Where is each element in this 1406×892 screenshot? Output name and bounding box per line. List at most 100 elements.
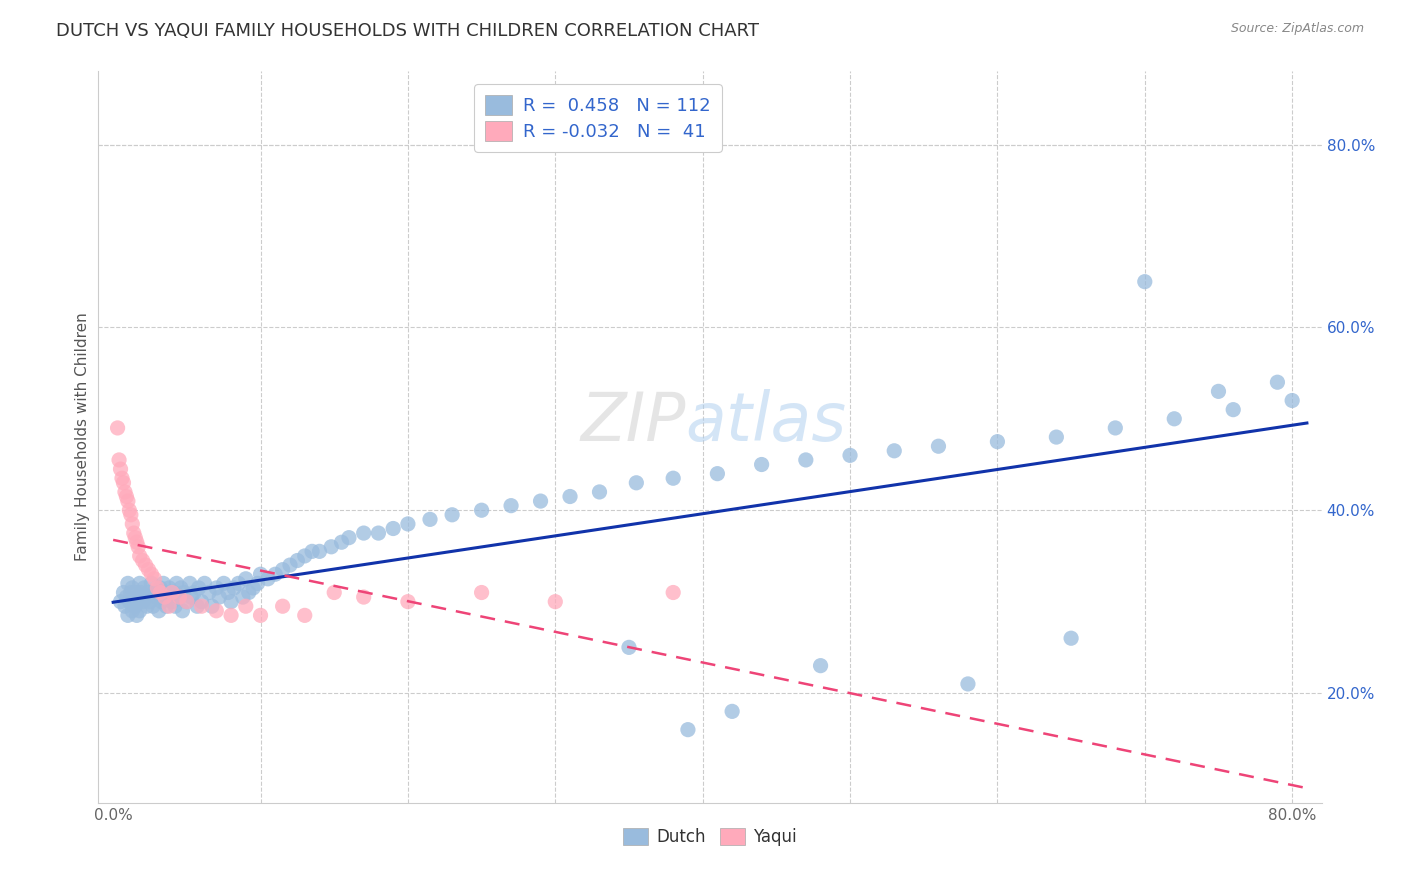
Point [278,558,301,573]
Point [165,599,187,614]
Point [246,576,269,591]
Point [1163,412,1185,426]
Point [110,462,132,476]
Point [271,599,294,614]
Point [794,453,817,467]
Point [138,563,160,577]
Point [751,458,773,472]
Point [141,576,163,591]
Point [127,590,149,604]
Point [308,544,330,558]
Point [108,453,131,467]
Point [217,585,239,599]
Point [187,581,209,595]
Point [186,599,208,614]
Point [135,558,157,573]
Point [146,590,169,604]
Point [419,512,441,526]
Point [115,590,138,604]
Y-axis label: Family Households with Children: Family Households with Children [75,313,90,561]
Point [148,604,170,618]
Point [120,585,142,599]
Point [956,677,979,691]
Point [190,599,212,614]
Point [128,549,150,563]
Point [235,599,257,614]
Point [1133,275,1156,289]
Point [883,443,905,458]
Point [662,471,685,485]
Point [143,585,166,599]
Point [235,572,257,586]
Point [118,503,141,517]
Point [117,494,139,508]
Point [271,563,294,577]
Point [176,594,198,608]
Point [382,521,405,535]
Point [1267,375,1289,389]
Text: atlas: atlas [686,390,846,456]
Point [160,594,183,608]
Point [301,544,323,558]
Point [115,490,138,504]
Point [142,599,165,614]
Point [160,585,183,599]
Point [294,608,316,623]
Point [353,590,375,604]
Point [1104,421,1126,435]
Point [558,490,581,504]
Point [114,599,136,614]
Point [127,540,149,554]
Point [471,503,494,517]
Point [124,531,146,545]
Point [367,526,389,541]
Point [201,599,224,614]
Point [120,508,142,522]
Text: Source: ZipAtlas.com: Source: ZipAtlas.com [1230,22,1364,36]
Point [193,576,215,591]
Point [222,581,245,595]
Legend: Dutch, Yaqui: Dutch, Yaqui [617,822,803,853]
Point [121,581,143,595]
Point [176,594,198,608]
Point [337,531,360,545]
Point [112,475,135,490]
Point [321,540,343,554]
Point [676,723,699,737]
Point [330,535,353,549]
Point [198,585,221,599]
Point [111,471,134,485]
Point [706,467,728,481]
Point [353,526,375,541]
Point [152,576,174,591]
Point [162,585,184,599]
Point [124,599,146,614]
Point [242,581,264,595]
Point [396,594,419,608]
Point [190,594,212,608]
Point [170,581,193,595]
Point [169,590,191,604]
Point [131,553,153,567]
Point [169,590,191,604]
Point [183,585,205,599]
Point [149,581,172,595]
Point [721,705,744,719]
Point [228,576,250,591]
Point [135,590,157,604]
Point [1045,430,1067,444]
Point [143,572,166,586]
Point [146,581,169,595]
Point [122,594,145,608]
Point [839,448,862,462]
Point [156,590,179,604]
Point [323,585,346,599]
Point [121,604,143,618]
Point [219,608,242,623]
Point [107,421,129,435]
Point [125,608,148,623]
Point [128,604,150,618]
Point [121,516,143,531]
Point [166,576,188,591]
Point [257,572,280,586]
